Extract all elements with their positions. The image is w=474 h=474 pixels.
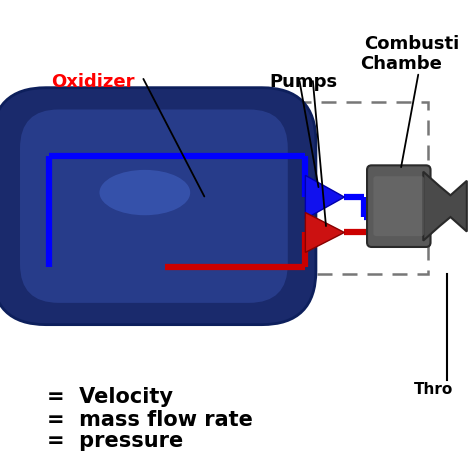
FancyBboxPatch shape (367, 165, 430, 247)
Text: Pumps: Pumps (269, 73, 337, 91)
FancyBboxPatch shape (374, 176, 424, 236)
Text: =  pressure: = pressure (47, 430, 183, 450)
Polygon shape (423, 172, 467, 241)
Polygon shape (305, 175, 345, 219)
Text: =  mass flow rate: = mass flow rate (47, 410, 253, 429)
Text: Thro: Thro (414, 382, 454, 397)
Text: Oxidizer: Oxidizer (51, 73, 135, 91)
Text: Combusti: Combusti (365, 35, 460, 53)
FancyBboxPatch shape (20, 109, 288, 303)
Bar (42, 102, 428, 274)
Text: =  Velocity: = Velocity (47, 387, 173, 407)
FancyBboxPatch shape (0, 88, 316, 325)
Ellipse shape (100, 170, 190, 215)
Text: Chambe: Chambe (360, 55, 442, 73)
Polygon shape (305, 212, 345, 253)
